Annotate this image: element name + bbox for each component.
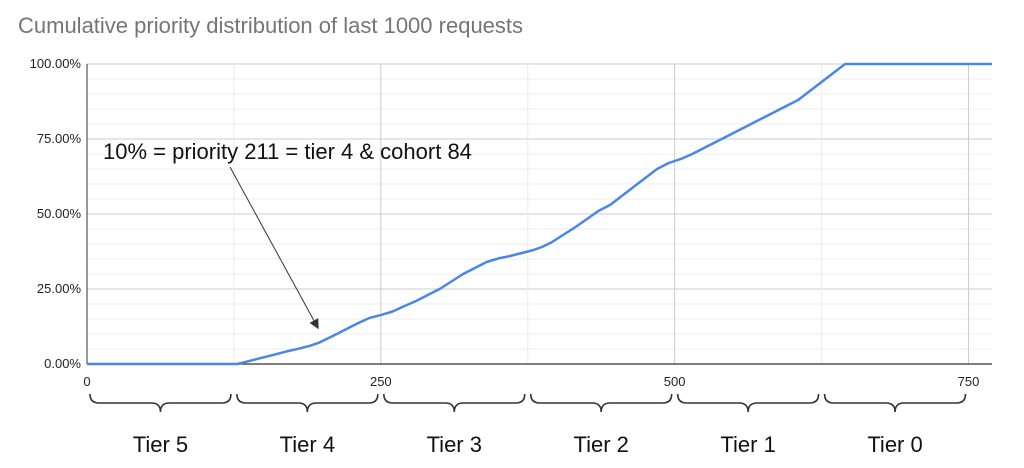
tick-labels: 0.00% 25.00% 50.00% 75.00% 100.00% 0 250 500 750 bbox=[30, 56, 980, 389]
chart-title: Cumulative priority distribution of last… bbox=[18, 13, 523, 38]
x-tick-label: 250 bbox=[370, 374, 392, 389]
tier-bracket bbox=[236, 393, 379, 413]
tier-label: Tier 5 bbox=[133, 432, 188, 457]
tier-label: Tier 3 bbox=[427, 432, 482, 457]
annotation-arrow bbox=[229, 166, 319, 330]
x-tick-label: 500 bbox=[664, 374, 686, 389]
y-tick-label: 75.00% bbox=[37, 131, 82, 146]
tier-label: Tier 1 bbox=[720, 432, 775, 457]
y-tick-label: 50.00% bbox=[37, 206, 82, 221]
tier-bracket bbox=[383, 393, 526, 413]
tier-bracket bbox=[823, 393, 967, 413]
tier-bracket bbox=[676, 393, 820, 413]
tier-bracket bbox=[529, 393, 673, 413]
annotation-layer: 10% = priority 211 = tier 4 & cohort 84 bbox=[103, 139, 472, 330]
x-tick-label: 750 bbox=[958, 374, 980, 389]
y-tick-label: 0.00% bbox=[44, 356, 81, 371]
y-tick-label: 100.00% bbox=[30, 56, 82, 71]
tier-brackets: Tier 5 Tier 4 Tier 3 Tier 2 Tier 1 Tier 0 bbox=[89, 393, 967, 457]
tier-label: Tier 4 bbox=[280, 432, 335, 457]
series-line bbox=[87, 62, 992, 366]
annotation-text: 10% = priority 211 = tier 4 & cohort 84 bbox=[103, 139, 472, 164]
series-layer bbox=[87, 62, 992, 366]
tier-bracket bbox=[89, 393, 232, 413]
x-tick-label: 0 bbox=[83, 374, 90, 389]
tier-label: Tier 2 bbox=[573, 432, 628, 457]
y-tick-label: 25.00% bbox=[37, 281, 82, 296]
tier-label: Tier 0 bbox=[867, 432, 922, 457]
grid bbox=[87, 63, 992, 364]
